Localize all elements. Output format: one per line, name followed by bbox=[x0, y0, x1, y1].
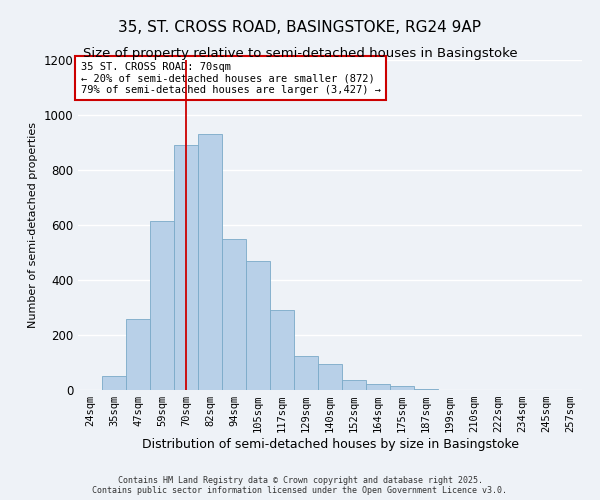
Text: Size of property relative to semi-detached houses in Basingstoke: Size of property relative to semi-detach… bbox=[83, 48, 517, 60]
Bar bbox=[294, 356, 318, 390]
Bar bbox=[126, 318, 150, 390]
Bar bbox=[390, 386, 414, 390]
Bar bbox=[150, 221, 174, 390]
Bar bbox=[270, 310, 294, 390]
Bar bbox=[318, 364, 342, 390]
Bar bbox=[366, 384, 390, 390]
Bar bbox=[342, 380, 366, 390]
X-axis label: Distribution of semi-detached houses by size in Basingstoke: Distribution of semi-detached houses by … bbox=[142, 438, 518, 451]
Bar bbox=[246, 261, 270, 390]
Bar bbox=[198, 134, 222, 390]
Bar bbox=[174, 145, 198, 390]
Text: 35 ST. CROSS ROAD: 70sqm
← 20% of semi-detached houses are smaller (872)
79% of : 35 ST. CROSS ROAD: 70sqm ← 20% of semi-d… bbox=[80, 62, 380, 95]
Text: Contains HM Land Registry data © Crown copyright and database right 2025.
Contai: Contains HM Land Registry data © Crown c… bbox=[92, 476, 508, 495]
Bar bbox=[102, 376, 126, 390]
Y-axis label: Number of semi-detached properties: Number of semi-detached properties bbox=[28, 122, 38, 328]
Text: 35, ST. CROSS ROAD, BASINGSTOKE, RG24 9AP: 35, ST. CROSS ROAD, BASINGSTOKE, RG24 9A… bbox=[119, 20, 482, 35]
Bar bbox=[222, 239, 246, 390]
Bar bbox=[414, 388, 438, 390]
